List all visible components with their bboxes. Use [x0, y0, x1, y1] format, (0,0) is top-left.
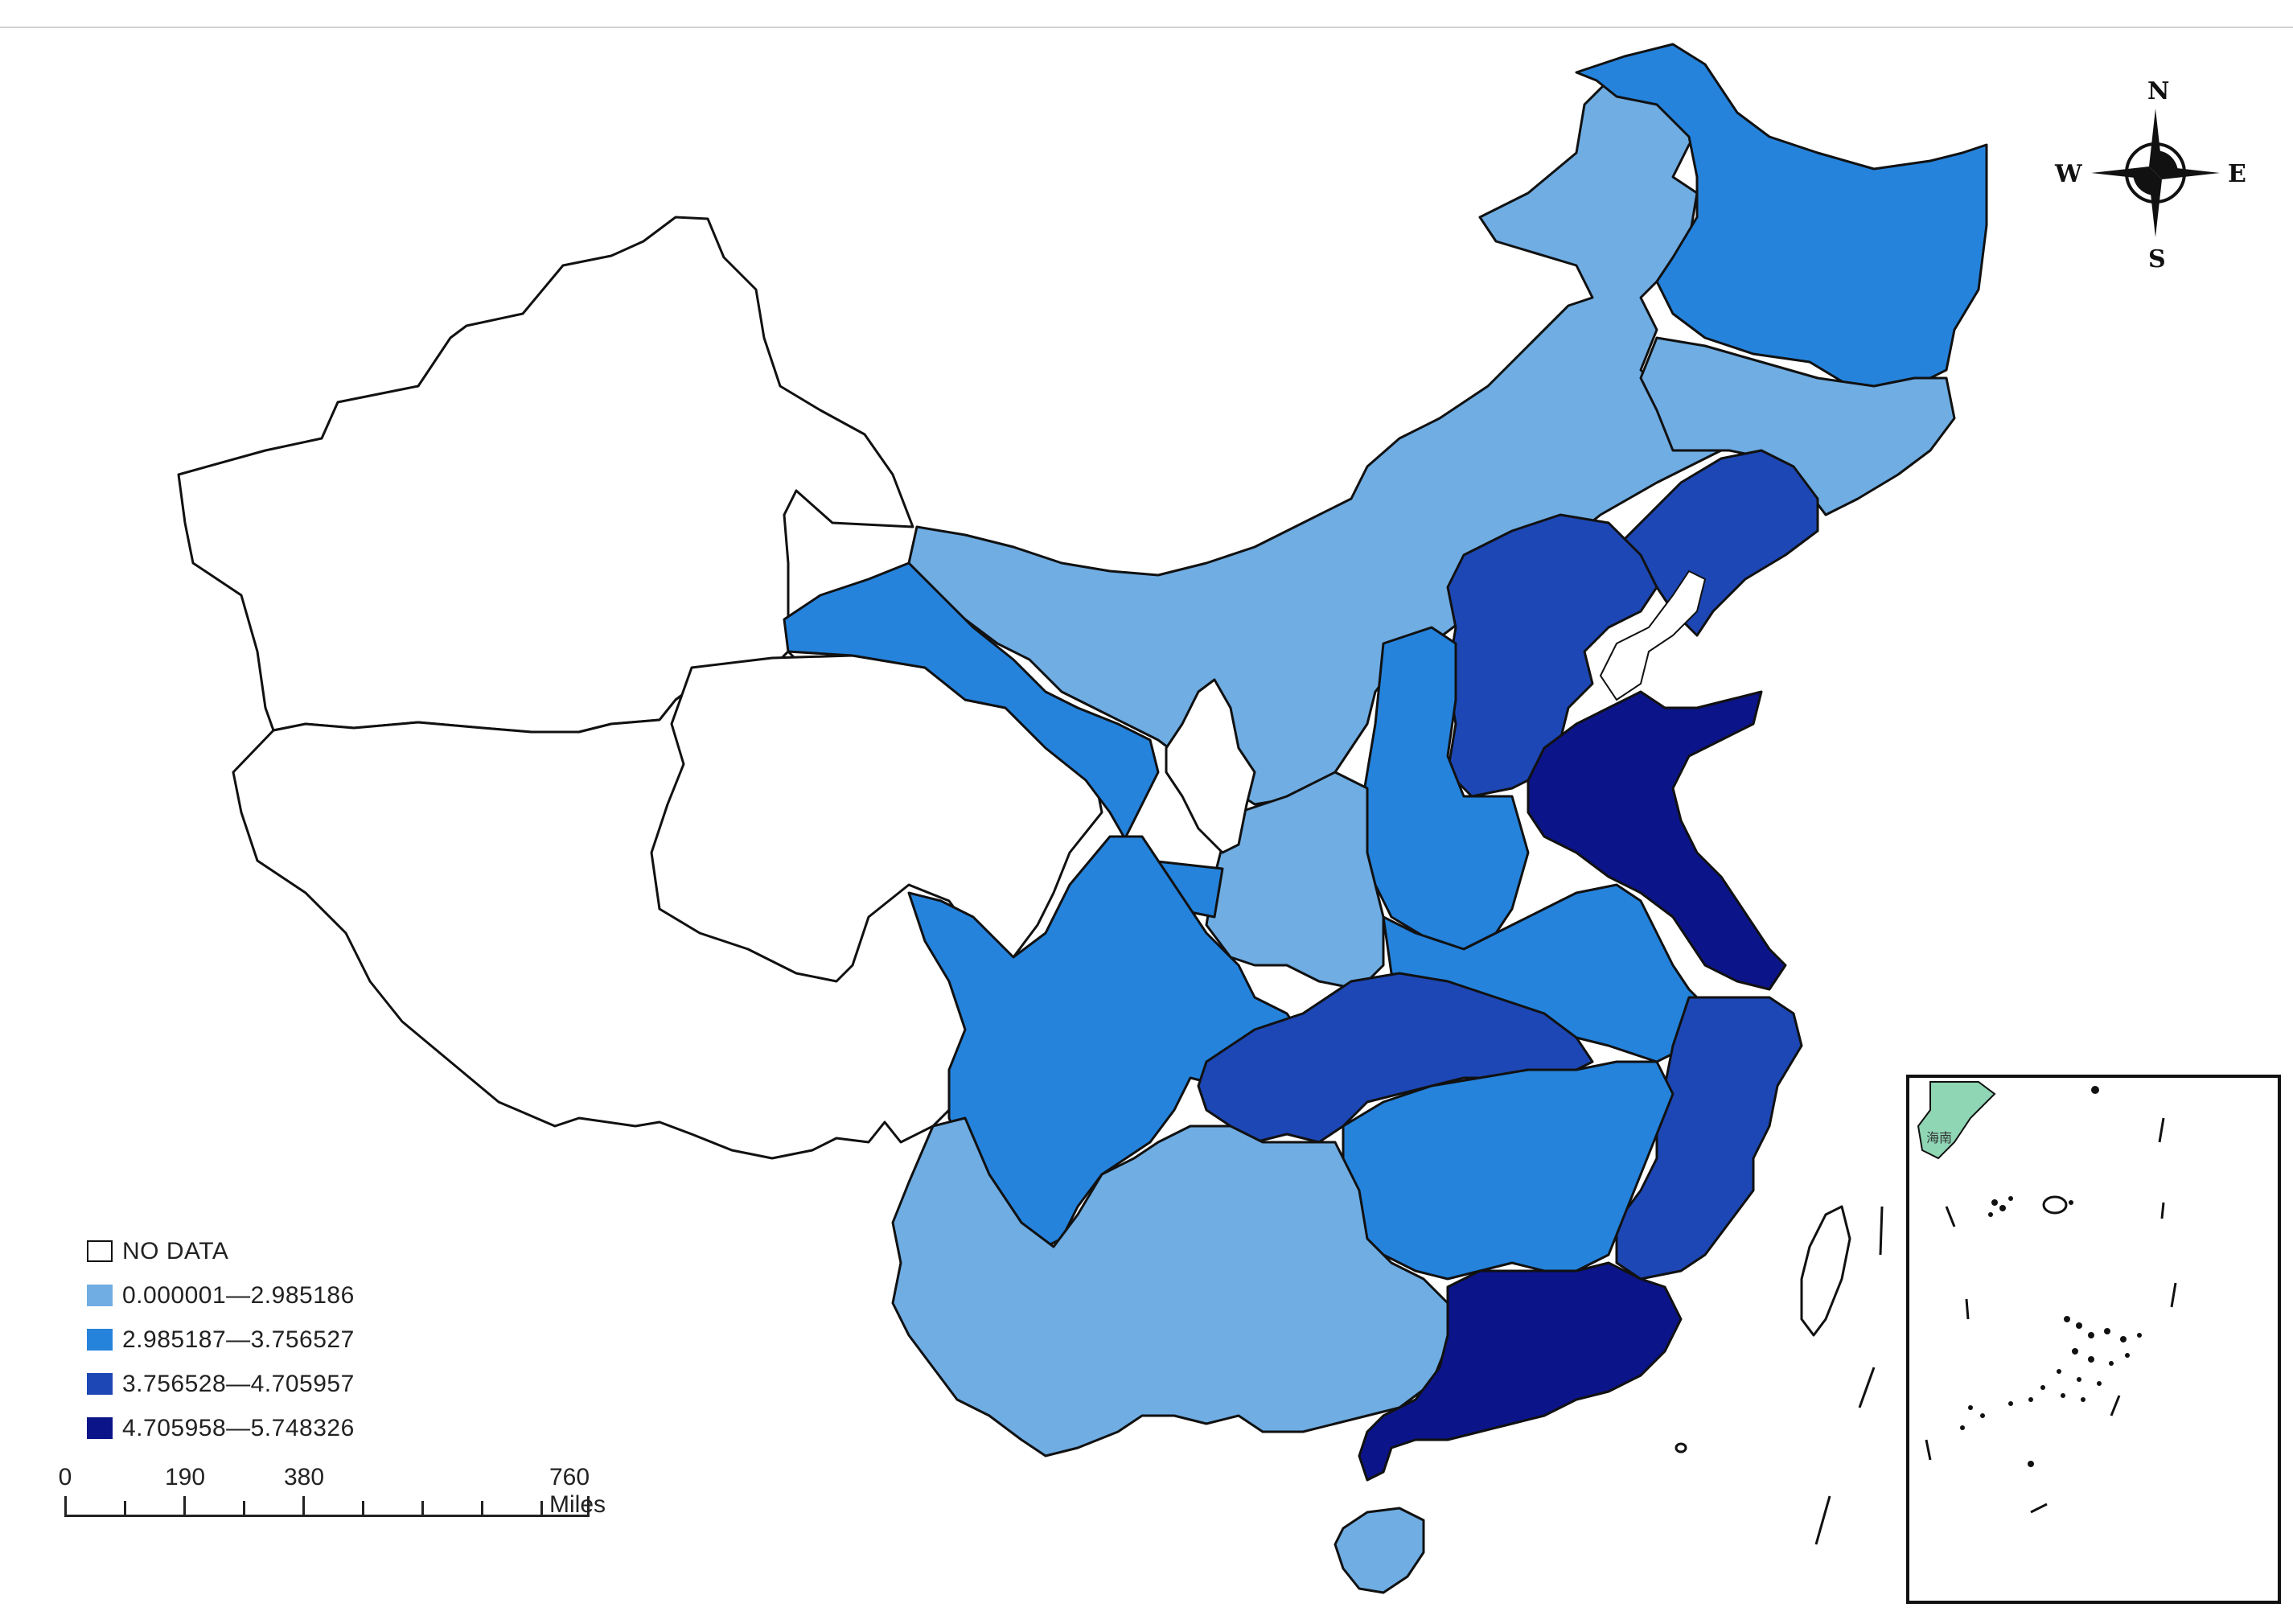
legend-item: 2.985187—3.756527	[87, 1318, 355, 1362]
region-guangdong	[1358, 1261, 1683, 1482]
compass-east-label: E	[2228, 160, 2246, 188]
legend-item: 0.000001—2.985186	[87, 1273, 355, 1318]
legend-label: 0.000001—2.985186	[122, 1281, 355, 1309]
compass-south-label: S	[2148, 245, 2166, 273]
scale-label-380: 380	[283, 1464, 325, 1490]
scale-tick	[481, 1501, 483, 1517]
top-divider-line	[0, 27, 2293, 28]
scale-tick	[540, 1501, 543, 1517]
scale-tick	[64, 1496, 67, 1517]
scale-tick	[124, 1501, 126, 1517]
scale-tick	[421, 1501, 424, 1517]
legend-swatch-class2	[87, 1329, 113, 1351]
region-hainan	[1333, 1507, 1425, 1594]
legend-item: 4.705958—5.748326	[87, 1406, 355, 1450]
compass-west-label: W	[2054, 160, 2083, 188]
legend-label: NO DATA	[122, 1237, 229, 1264]
scale-tick	[587, 1496, 590, 1517]
scale-tick	[183, 1496, 186, 1517]
legend-label: 3.756528—4.705957	[122, 1370, 355, 1397]
compass-north-label: N	[2147, 77, 2169, 105]
region-ningxia	[1165, 678, 1256, 854]
legend-item: NO DATA	[87, 1229, 355, 1273]
bohai-sea	[1599, 569, 1707, 701]
region-xinjiang	[177, 216, 914, 734]
legend-label: 2.985187—3.756527	[122, 1326, 355, 1353]
scale-tick	[302, 1496, 305, 1517]
legend-item: 3.756528—4.705957	[87, 1362, 355, 1406]
scale-label-760-miles: 760 Miles	[549, 1464, 606, 1518]
inset-hainan-shape	[1917, 1081, 1996, 1160]
offshore-marks	[1675, 1206, 1884, 1545]
region-shandong	[1527, 690, 1787, 991]
compass-rose: N S E W	[2054, 77, 2246, 273]
region-taiwan	[1800, 1205, 1851, 1337]
south-china-sea-inset: 海南	[1906, 1075, 2281, 1604]
scale-label-0: 0	[58, 1464, 72, 1490]
scale-bar: 0 190 380 760 Miles	[48, 1464, 611, 1536]
legend-swatch-class3	[87, 1373, 113, 1395]
scale-tick	[243, 1501, 245, 1517]
scale-tick	[362, 1501, 364, 1517]
legend-swatch-class4	[87, 1417, 113, 1439]
scale-label-190: 190	[164, 1464, 206, 1490]
legend-swatch-no-data	[87, 1240, 113, 1262]
region-jilin	[1639, 336, 1956, 516]
inset-label: 海南	[1926, 1130, 1952, 1145]
legend: NO DATA 0.000001—2.985186 2.985187—3.756…	[87, 1229, 355, 1450]
scale-line	[64, 1515, 589, 1517]
legend-label: 4.705958—5.748326	[122, 1414, 355, 1441]
legend-swatch-class1	[87, 1285, 113, 1306]
